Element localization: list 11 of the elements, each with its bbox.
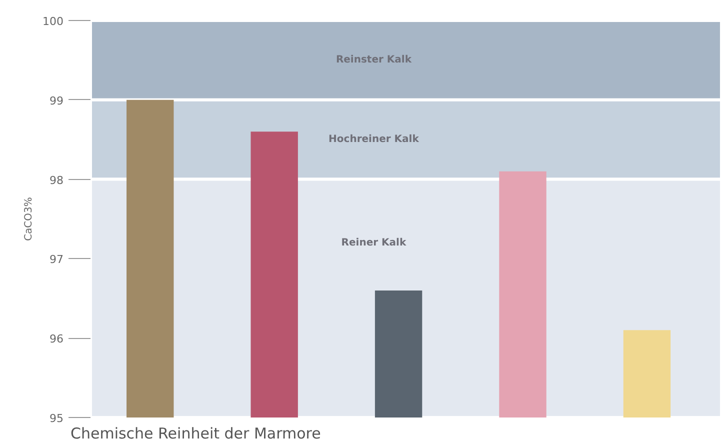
band-label: Reinster Kalk (336, 54, 412, 66)
text: Chemische Reinheit der Marmore (70, 424, 321, 442)
y-axis-title: CaCO3% (24, 197, 35, 241)
y-tick-label: 96 (50, 332, 64, 346)
y-tick-label: 100 (42, 15, 64, 28)
band-label: Reiner Kalk (341, 237, 406, 248)
y-tick-label: 95 (50, 412, 64, 425)
y-tick-label: 98 (50, 174, 64, 187)
band-label: Hochreiner Kalk (328, 134, 420, 146)
y-tick-label: 99 (50, 94, 64, 108)
y-tick-label: 97 (50, 253, 64, 266)
